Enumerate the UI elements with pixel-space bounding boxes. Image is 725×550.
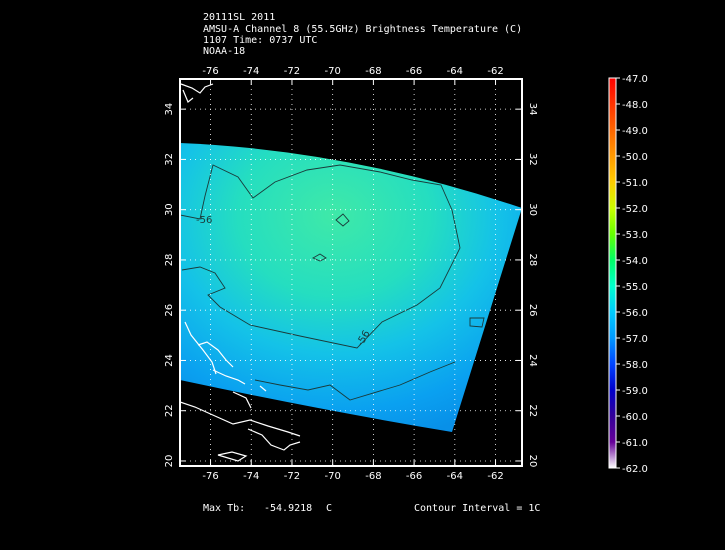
lon-tick-label-top: -74 <box>243 66 259 77</box>
lat-tick-label-right: 24 <box>527 354 538 367</box>
colorbar-label: -62.0 <box>622 464 648 475</box>
lat-tick-label-left: 28 <box>164 254 175 267</box>
lon-tick-label-bottom: -70 <box>325 471 341 482</box>
colorbar-label: -53.0 <box>622 230 648 241</box>
lon-tick-label-top: -72 <box>284 66 300 77</box>
title-line-4: NOAA-18 <box>203 46 246 57</box>
lat-tick-label-left: 22 <box>164 404 175 417</box>
coastline-bahamas <box>259 385 267 392</box>
lat-tick-label-right: 26 <box>527 304 538 317</box>
contour-line <box>335 213 350 227</box>
contour-interval: Contour Interval = 1C <box>414 503 541 514</box>
lon-tick-label-bottom: -66 <box>406 471 422 482</box>
colorbar-label: -61.0 <box>622 438 648 449</box>
coastline-cuba <box>180 401 301 437</box>
lat-tick-label-right: 32 <box>527 153 538 166</box>
map-frame <box>179 78 523 467</box>
colorbar-label: -49.0 <box>622 126 648 137</box>
colorbar-label: -52.0 <box>622 204 648 215</box>
coastline-bahamas <box>232 391 252 409</box>
colorbar-label: -58.0 <box>622 360 648 371</box>
colorbar-label: -50.0 <box>622 152 648 163</box>
title-line-3: 1107 Time: 0737 UTC <box>203 35 318 46</box>
lat-tick-label-right: 20 <box>527 455 538 468</box>
coastline-bahamas <box>197 341 234 368</box>
lon-tick-label-top: -70 <box>325 66 341 77</box>
coastline-bahamas <box>212 369 246 385</box>
coastline-bahamas <box>184 321 217 375</box>
lat-tick-label-right: 30 <box>527 203 538 216</box>
contour-label: -56 <box>196 215 212 226</box>
title-line-1: 20111SL 2011 <box>203 12 276 23</box>
lat-tick-label-left: 34 <box>164 103 175 116</box>
max-tb-unit: C <box>326 503 333 514</box>
title-line-2: AMSU-A Channel 8 (55.5GHz) Brightness Te… <box>203 24 523 35</box>
contour-line <box>469 317 485 328</box>
lon-tick-label-bottom: -64 <box>447 471 463 482</box>
colorbar-label: -60.0 <box>622 412 648 423</box>
coastline-us <box>180 83 214 94</box>
lat-tick-label-right: 28 <box>527 254 538 267</box>
colorbar-label: -47.0 <box>622 74 648 85</box>
lat-tick-label-right: 22 <box>527 404 538 417</box>
swath-field <box>180 143 522 432</box>
lat-tick-label-left: 32 <box>164 153 175 166</box>
lon-tick-label-top: -64 <box>447 66 463 77</box>
max-tb-value: -54.9218 <box>264 503 313 514</box>
lat-tick-label-left: 26 <box>164 304 175 317</box>
coastline-us <box>182 89 194 103</box>
lon-tick-label-top: -68 <box>365 66 381 77</box>
colorbar-label: -55.0 <box>622 282 648 293</box>
lon-tick-label-top: -66 <box>406 66 422 77</box>
contour-line <box>254 361 456 401</box>
lat-tick-label-left: 24 <box>164 354 175 367</box>
colorbar-label: -59.0 <box>622 386 648 397</box>
colorbar-label: -54.0 <box>622 256 648 267</box>
colorbar-label: -56.0 <box>622 308 648 319</box>
contour-line <box>311 253 327 262</box>
coastline-jamaica <box>217 451 248 462</box>
colorbar-label: -51.0 <box>622 178 648 189</box>
colorbar-ramp <box>608 77 617 469</box>
lon-tick-label-top: -76 <box>202 66 218 77</box>
lon-tick-label-bottom: -72 <box>284 471 300 482</box>
contour-line <box>180 164 461 349</box>
lon-tick-label-bottom: -62 <box>487 471 503 482</box>
lat-tick-label-left: 20 <box>164 455 175 468</box>
lon-tick-label-bottom: -76 <box>202 471 218 482</box>
lon-tick-label-bottom: -68 <box>365 471 381 482</box>
lon-tick-label-bottom: -74 <box>243 471 259 482</box>
colorbar-label: -48.0 <box>622 100 648 111</box>
lon-tick-label-top: -62 <box>487 66 503 77</box>
lat-tick-label-right: 34 <box>527 103 538 116</box>
colorbar: -47.0 -48.0 -49.0 -50.0 -51.0 -52.0 -53.0 -54.0… <box>608 74 648 475</box>
colorbar-label: -57.0 <box>622 334 648 345</box>
lat-tick-label-left: 30 <box>164 203 175 216</box>
max-tb-label: Max Tb: <box>203 503 246 514</box>
